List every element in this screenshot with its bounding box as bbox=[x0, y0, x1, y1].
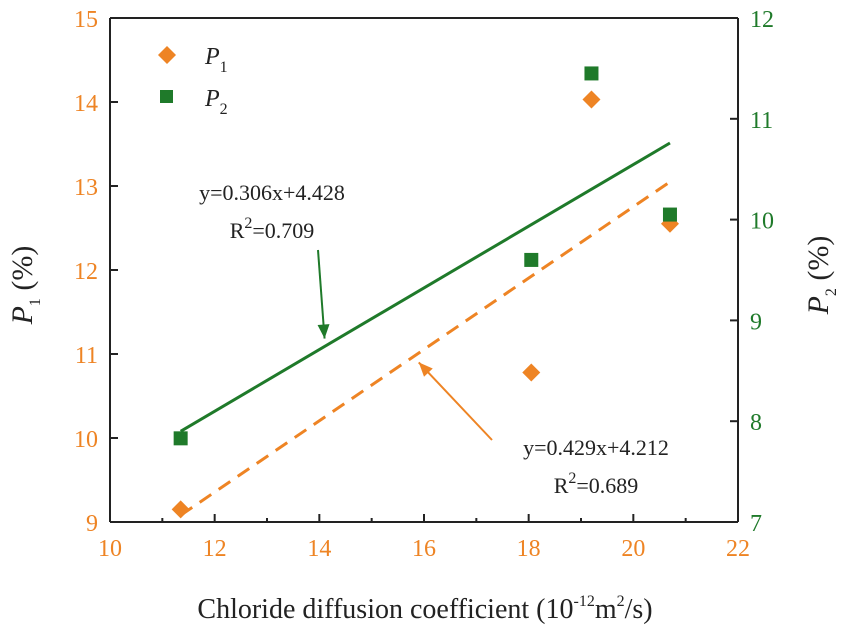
data-point-p1 bbox=[582, 90, 601, 109]
x-tick-label: 14 bbox=[307, 536, 331, 562]
y-left-axis-title: P1 (%) bbox=[6, 246, 44, 326]
y-left-tick-label: 12 bbox=[74, 259, 98, 285]
data-point-p1 bbox=[171, 500, 190, 519]
y-left-tick-label: 10 bbox=[74, 427, 98, 453]
fit-annotation-p2: y=0.306x+4.428 R2=0.709 bbox=[199, 180, 345, 243]
fit-line-p1 bbox=[179, 180, 671, 517]
y-left-tick-label: 9 bbox=[86, 511, 98, 537]
x-tick-label: 20 bbox=[621, 536, 645, 562]
fit-arrow-p1-head bbox=[418, 362, 433, 377]
fit-equation-p1: y=0.429x+4.212 bbox=[523, 435, 669, 460]
y-right-tick-label: 12 bbox=[750, 7, 774, 33]
y-right-axis-title: P2 (%) bbox=[802, 236, 840, 316]
x-tick-label: 16 bbox=[412, 536, 436, 562]
y-left-tick-label: 14 bbox=[74, 91, 98, 117]
y-right-tick-label: 9 bbox=[750, 309, 762, 335]
data-point-p2 bbox=[584, 66, 599, 81]
legend-marker-p1 bbox=[158, 46, 176, 64]
legend-label-p2: P2 bbox=[204, 86, 228, 118]
y-left-tick-label: 13 bbox=[74, 175, 98, 201]
legend-marker-p2 bbox=[160, 90, 173, 103]
fit-arrow-p2 bbox=[317, 249, 326, 339]
y-right-tick-label: 8 bbox=[750, 410, 762, 436]
x-axis-title: Chloride diffusion coefficient (10-12m2/… bbox=[197, 593, 652, 625]
x-tick-label: 12 bbox=[203, 536, 227, 562]
x-tick-label: 22 bbox=[726, 536, 750, 562]
fit-line-p2 bbox=[179, 141, 671, 433]
fit-equation-p2: y=0.306x+4.428 bbox=[199, 180, 345, 205]
fit-annotation-p1: y=0.429x+4.212 R2=0.689 bbox=[523, 435, 669, 498]
fit-arrow-p2-head bbox=[317, 324, 330, 339]
y-left-tick-label: 11 bbox=[75, 343, 98, 369]
y-left-tick-label: 15 bbox=[74, 7, 98, 33]
y-right-tick-label: 10 bbox=[750, 209, 774, 235]
data-point-p1 bbox=[522, 363, 541, 382]
fit-arrow-p1 bbox=[418, 361, 493, 441]
data-point-p2 bbox=[524, 252, 539, 267]
x-tick-label: 18 bbox=[517, 536, 541, 562]
y-right-tick-label: 7 bbox=[750, 511, 762, 537]
legend: P1 P2 bbox=[158, 44, 228, 118]
x-tick-label: 10 bbox=[98, 536, 122, 562]
fit-r2-p2: R2=0.709 bbox=[230, 215, 315, 243]
data-point-p2 bbox=[173, 431, 188, 446]
fit-r2-p1: R2=0.689 bbox=[554, 470, 639, 498]
legend-label-p1: P1 bbox=[204, 44, 228, 76]
data-point-p2 bbox=[662, 207, 677, 222]
y-right-tick-label: 11 bbox=[750, 108, 773, 134]
